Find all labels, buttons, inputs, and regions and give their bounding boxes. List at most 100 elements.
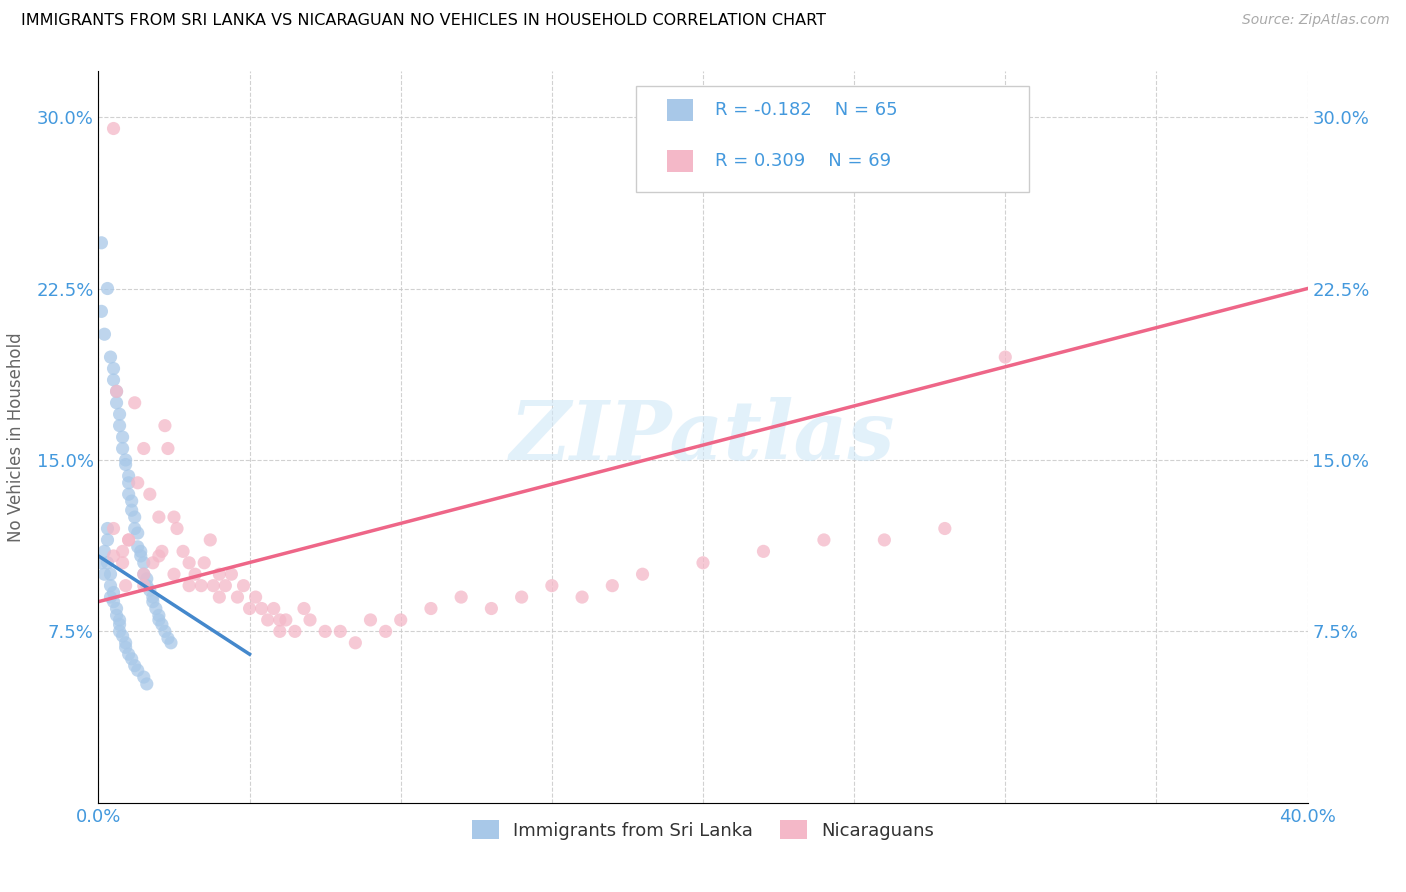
Point [142, 590, 165, 604]
Point [118, 487, 141, 501]
Point [631, 567, 654, 582]
Point [135, 677, 157, 691]
Point [103, 521, 125, 535]
Point [114, 579, 136, 593]
Point [239, 601, 262, 615]
Point [127, 540, 149, 554]
Point [292, 601, 315, 615]
Point [150, 617, 173, 632]
Point [163, 510, 186, 524]
Point [314, 624, 336, 639]
Point [124, 658, 146, 673]
Point [202, 579, 225, 593]
Point [179, 579, 201, 593]
Text: R = -0.182    N = 65: R = -0.182 N = 65 [716, 102, 897, 120]
Point [226, 590, 249, 604]
Point [111, 556, 134, 570]
Point [142, 595, 165, 609]
Point [540, 579, 562, 593]
Point [127, 475, 149, 490]
Point [96, 556, 118, 570]
Point [127, 526, 149, 541]
Point [299, 613, 322, 627]
Point [139, 487, 162, 501]
Point [692, 556, 714, 570]
Point [124, 510, 146, 524]
Text: R = 0.309    N = 69: R = 0.309 N = 69 [716, 152, 891, 169]
Point [389, 613, 412, 627]
Point [108, 624, 131, 639]
Point [135, 572, 157, 586]
FancyBboxPatch shape [666, 150, 693, 171]
Point [124, 521, 146, 535]
Point [873, 533, 896, 547]
Point [269, 613, 291, 627]
Point [105, 396, 128, 410]
Point [284, 624, 307, 639]
Point [813, 533, 835, 547]
Point [934, 521, 956, 535]
Point [118, 533, 141, 547]
Point [263, 601, 285, 615]
Point [103, 361, 125, 376]
Point [269, 624, 291, 639]
FancyBboxPatch shape [637, 86, 1029, 192]
Point [129, 549, 152, 563]
Point [329, 624, 352, 639]
Text: ZIPatlas: ZIPatlas [510, 397, 896, 477]
Point [994, 350, 1017, 364]
Point [121, 494, 143, 508]
Point [121, 652, 143, 666]
Point [153, 418, 176, 433]
Point [132, 567, 155, 582]
Point [93, 544, 115, 558]
Point [193, 556, 215, 570]
Point [108, 418, 131, 433]
Point [132, 670, 155, 684]
Point [200, 533, 222, 547]
Y-axis label: No Vehicles in Household: No Vehicles in Household [7, 332, 25, 542]
Point [142, 556, 165, 570]
Point [114, 453, 136, 467]
Point [111, 544, 134, 558]
Point [190, 579, 212, 593]
Point [360, 613, 382, 627]
Point [114, 636, 136, 650]
Point [145, 601, 167, 615]
Point [100, 567, 122, 582]
Point [111, 442, 134, 456]
Point [90, 304, 112, 318]
Point [132, 579, 155, 593]
Point [245, 590, 267, 604]
Point [105, 384, 128, 399]
Point [118, 469, 141, 483]
Point [96, 533, 118, 547]
Point [103, 373, 125, 387]
Point [93, 327, 115, 342]
Point [118, 533, 141, 547]
Point [420, 601, 443, 615]
Point [250, 601, 273, 615]
Point [150, 544, 173, 558]
Point [148, 613, 170, 627]
Point [450, 590, 472, 604]
Point [139, 583, 162, 598]
Point [108, 407, 131, 421]
Point [103, 549, 125, 563]
Point [90, 235, 112, 250]
Point [148, 510, 170, 524]
Point [571, 590, 593, 604]
Point [100, 350, 122, 364]
Point [179, 556, 201, 570]
Point [148, 549, 170, 563]
Point [232, 579, 254, 593]
Point [156, 442, 179, 456]
Point [274, 613, 297, 627]
Point [127, 663, 149, 677]
Point [256, 613, 278, 627]
Point [90, 556, 112, 570]
Text: Source: ZipAtlas.com: Source: ZipAtlas.com [1241, 13, 1389, 28]
Point [108, 613, 131, 627]
Point [184, 567, 207, 582]
Point [602, 579, 624, 593]
